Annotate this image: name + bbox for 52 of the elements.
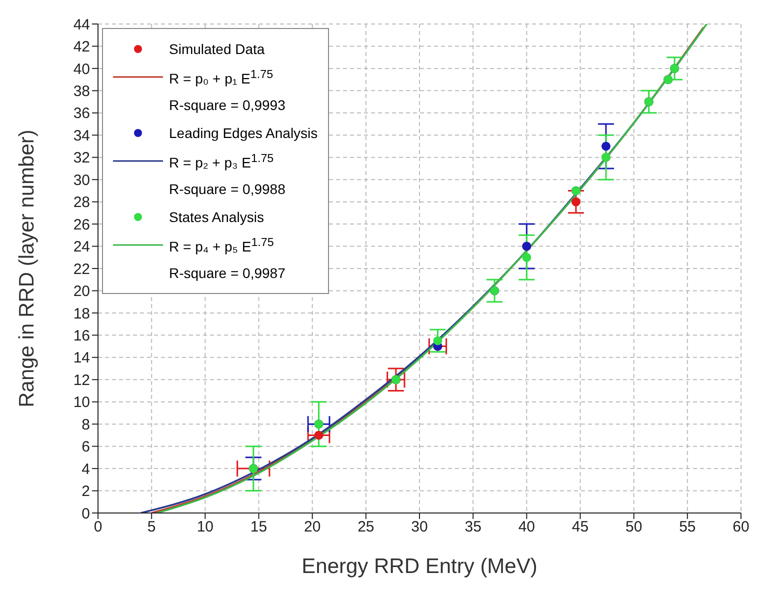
legend-label: R = p₄ + p₅ E$^{1.75}$ — [169, 236, 274, 254]
x-tick-label: 25 — [358, 518, 374, 536]
y-tick-label: 4 — [82, 460, 90, 478]
x-tick-label: 60 — [732, 518, 750, 536]
y-tick-label: 32 — [73, 150, 90, 167]
x-tick-label: 55 — [679, 518, 696, 536]
y-tick-label: 6 — [82, 438, 90, 456]
y-tick-label: 40 — [73, 60, 90, 78]
y-tick-label: 30 — [73, 172, 90, 189]
point — [571, 197, 580, 206]
x-tick-label: 15 — [250, 518, 268, 536]
y-tick-label: 16 — [73, 328, 90, 345]
legend-label: R = p₀ + p₁ E$^{1.75}$ — [169, 68, 274, 86]
point — [433, 336, 442, 346]
y-axis-title: Range in RRD (layer number) — [15, 130, 38, 408]
y-tick-label: 42 — [73, 38, 90, 56]
y-tick-label: 8 — [82, 416, 90, 434]
y-tick-label: 2 — [82, 483, 90, 500]
y-tick-label: 14 — [73, 350, 90, 367]
point — [601, 142, 610, 151]
legend-label: Leading Edges Analysis — [169, 125, 318, 141]
y-tick-label: 0 — [82, 505, 90, 522]
x-tick-label: 0 — [94, 518, 102, 536]
x-tick-label: 30 — [411, 518, 428, 536]
x-tick-label: 45 — [572, 518, 589, 536]
x-tick-label: 10 — [196, 518, 214, 536]
y-tick-label: 38 — [73, 83, 90, 100]
annotation: R-square = 0,9988 — [168, 180, 286, 199]
x-tick-label: 50 — [625, 518, 642, 536]
annotation: R-square = 0,9993 — [168, 96, 286, 115]
x-tick-label: 35 — [464, 518, 482, 536]
y-tick-label: 28 — [73, 194, 90, 212]
y-tick-label: 22 — [73, 260, 90, 278]
annotation: R-square = 0,9987 — [168, 264, 286, 283]
y-tick-label: 26 — [73, 216, 90, 234]
y-tick-label: 10 — [73, 394, 90, 412]
y-tick-label: 20 — [73, 283, 90, 300]
y-tick-label: 24 — [73, 238, 90, 256]
y-tick-label: 18 — [73, 305, 90, 322]
legend-label: Simulated Data — [169, 41, 265, 57]
point — [314, 430, 324, 440]
x-tick-label: 5 — [147, 518, 156, 536]
y-tick-label: 36 — [73, 105, 90, 122]
y-tick-label: 12 — [73, 372, 90, 389]
legend-label: States Analysis — [169, 209, 264, 225]
y-tick-label: 34 — [73, 127, 90, 144]
point — [522, 252, 532, 262]
x-axis-title: Energy RRD Entry (MeV) — [302, 555, 538, 578]
legend-label: R = p₂ + p₃ E$^{1.75}$ — [169, 152, 274, 170]
x-tick-label: 20 — [304, 518, 321, 536]
x-tick-label: 40 — [518, 518, 536, 536]
y-tick-label: 44 — [73, 16, 90, 34]
